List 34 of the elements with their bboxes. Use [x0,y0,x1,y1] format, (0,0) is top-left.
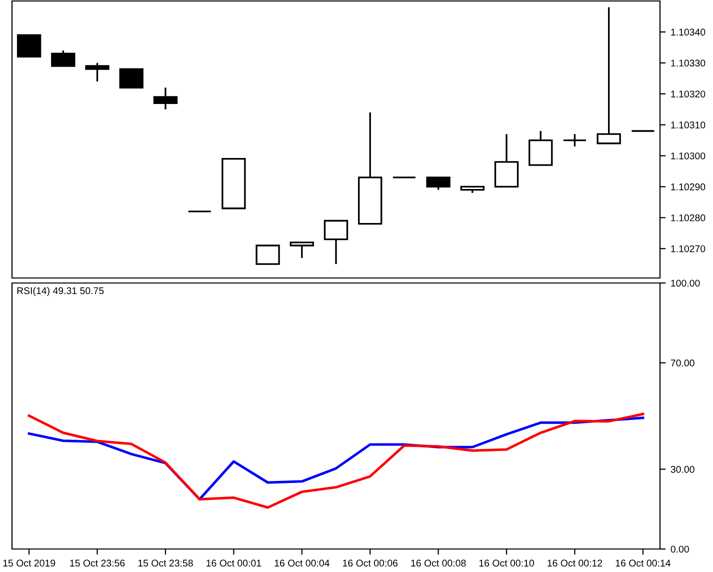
y-tick-label: 1.10340 [671,28,706,36]
x-tick-label: 16 Oct 00:01 [206,560,262,567]
candlestick [256,244,280,265]
y-tick-label: 0.00 [670,546,689,553]
y-tick-label: 1.10320 [671,90,706,98]
x-tick-label: 16 Oct 00:14 [616,560,670,567]
candlestick [153,86,178,110]
candlestick [85,62,110,82]
y-tick-label: 1.10330 [671,60,706,67]
y-tick-label: 1.10290 [671,183,706,190]
candlestick [119,68,144,88]
candlestick [16,34,42,58]
y-tick-label: 70.00 [670,360,694,366]
candlestick [324,220,348,265]
y-tick-label: 1.10270 [671,245,706,252]
candlestick [51,50,76,67]
y-tick-label: 1.10310 [671,122,706,128]
y-tick-label: 1.10300 [671,152,706,160]
x-tick-label: 16 Oct 00:04 [274,560,330,567]
annotation: RSI(14) 49.31 50.75 [17,286,104,296]
candlestick [290,242,314,259]
candlestick [562,133,587,148]
x-tick-label: 15 Oct 23:56 [70,560,125,567]
x-tick-label: 16 Oct 00:12 [548,560,602,567]
candlestick [596,6,621,144]
x-tick-label: 16 Oct 00:08 [411,560,466,567]
y-tick-label: 100.00 [671,280,700,287]
x-tick-label: 16 Oct 00:10 [479,560,534,567]
y-tick-label: 1.10280 [671,214,706,222]
x-tick-label: 16 Oct 00:06 [343,560,398,567]
x-tick-label: 15 Oct 2019 [3,560,56,567]
y-tick-label: 30.00 [670,466,694,473]
candlestick [426,176,450,191]
x-tick-label: 15 Oct 23:58 [138,560,193,567]
